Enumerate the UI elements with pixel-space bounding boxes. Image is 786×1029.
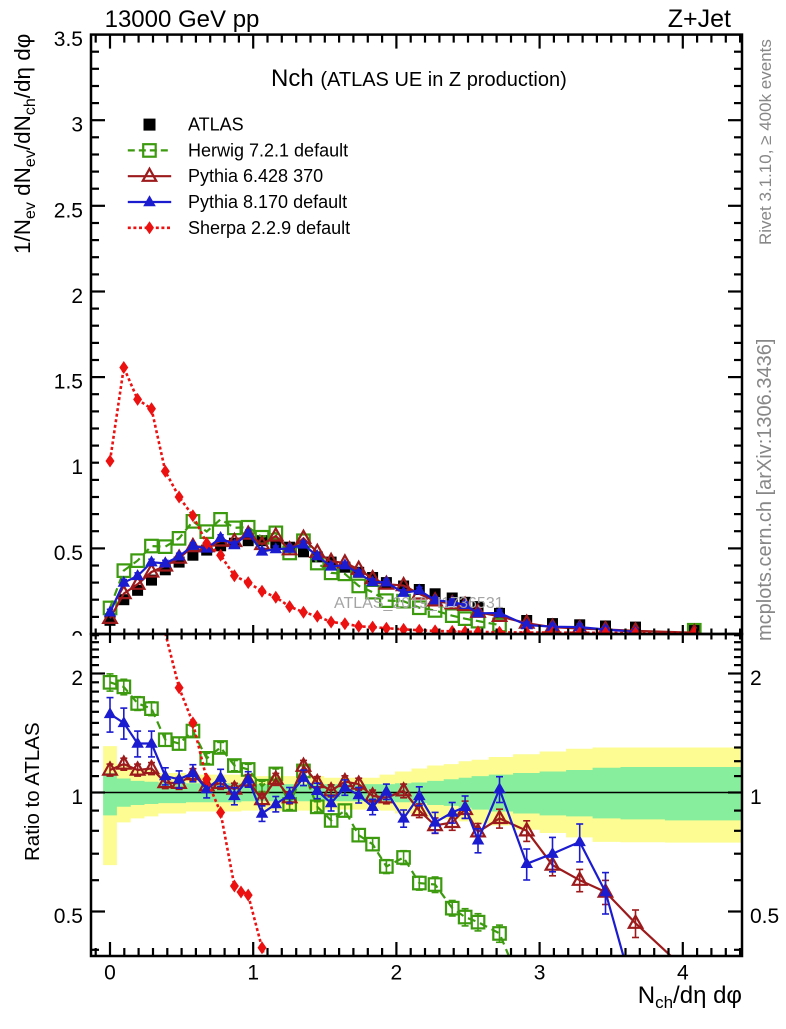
svg-text:0.5: 0.5 — [750, 905, 779, 928]
svg-text:3: 3 — [534, 962, 546, 985]
svg-text:3: 3 — [71, 114, 83, 137]
svg-text:1: 1 — [247, 962, 259, 985]
svg-text:Ratio to ATLAS: Ratio to ATLAS — [21, 722, 44, 861]
svg-text:13000 GeV pp: 13000 GeV pp — [105, 6, 260, 33]
svg-text:ATLAS_2019_I1736531: ATLAS_2019_I1736531 — [334, 595, 504, 612]
svg-text:2: 2 — [750, 667, 762, 690]
svg-text:2: 2 — [71, 667, 83, 690]
svg-text:Sherpa 2.2.9 default: Sherpa 2.2.9 default — [188, 218, 350, 238]
svg-text:0: 0 — [104, 962, 116, 985]
svg-text:Rivet 3.1.10, ≥ 400k events: Rivet 3.1.10, ≥ 400k events — [756, 39, 775, 245]
svg-text:2: 2 — [391, 962, 403, 985]
svg-text:4: 4 — [677, 962, 689, 985]
svg-text:2.5: 2.5 — [54, 199, 83, 222]
svg-text:0.5: 0.5 — [54, 905, 83, 928]
svg-text:0.5: 0.5 — [54, 542, 83, 565]
svg-text:1: 1 — [71, 456, 83, 479]
svg-text:ATLAS: ATLAS — [188, 115, 244, 135]
svg-text:1: 1 — [71, 786, 83, 809]
svg-text:mcplots.cern.ch [arXiv:1306.34: mcplots.cern.ch [arXiv:1306.3436] — [754, 339, 776, 641]
svg-text:Nch/dη dφ: Nch/dη dφ — [638, 982, 742, 1012]
svg-text:Pythia 6.428 370: Pythia 6.428 370 — [188, 166, 323, 186]
svg-text:3.5: 3.5 — [54, 28, 83, 51]
svg-text:1/Nev dNev/dNch/dη dφ: 1/Nev dNev/dNch/dη dφ — [10, 34, 39, 254]
svg-text:Nch (ATLAS UE in Z production): Nch (ATLAS UE in Z production) — [271, 65, 567, 92]
svg-text:1: 1 — [750, 786, 762, 809]
svg-text:1.5: 1.5 — [54, 371, 83, 394]
svg-text:Z+Jet: Z+Jet — [668, 5, 731, 33]
svg-text:Herwig 7.2.1 default: Herwig 7.2.1 default — [188, 140, 348, 160]
svg-text:0: 0 — [71, 628, 83, 651]
svg-text:2: 2 — [71, 285, 83, 308]
svg-text:Pythia 8.170 default: Pythia 8.170 default — [188, 192, 347, 212]
